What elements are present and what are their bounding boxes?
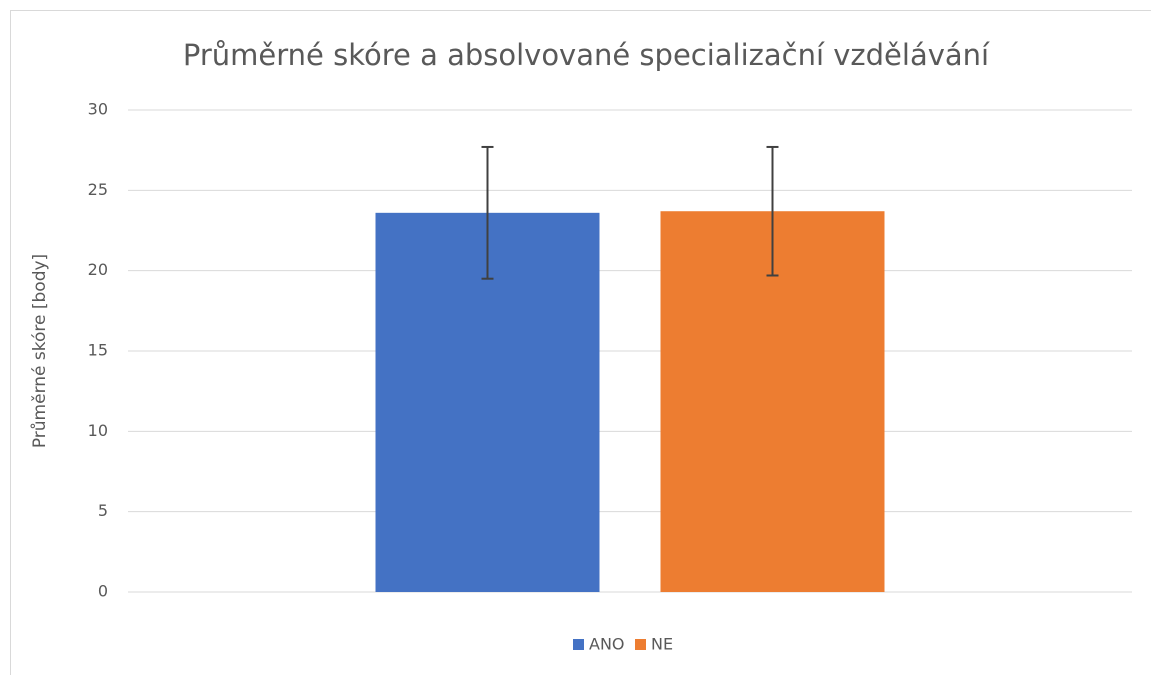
y-tick-label: 5 (98, 501, 108, 520)
chart-title: Průměrné skóre a absolvované specializač… (183, 38, 990, 72)
error-bar (481, 145, 494, 280)
error-bar (766, 145, 779, 277)
y-axis-label: Průměrné skóre [body] (30, 254, 50, 448)
y-tick-label: 0 (98, 582, 108, 601)
legend-label: ANO (589, 635, 625, 654)
legend-label: NE (651, 635, 673, 654)
y-tick-label: 15 (88, 341, 108, 360)
y-tick-label: 10 (88, 421, 108, 440)
legend-swatch (635, 639, 646, 650)
y-tick-label: 30 (88, 100, 108, 119)
y-tick-label: 25 (88, 180, 108, 199)
legend-swatch (573, 639, 584, 650)
y-tick-label: 20 (88, 260, 108, 279)
